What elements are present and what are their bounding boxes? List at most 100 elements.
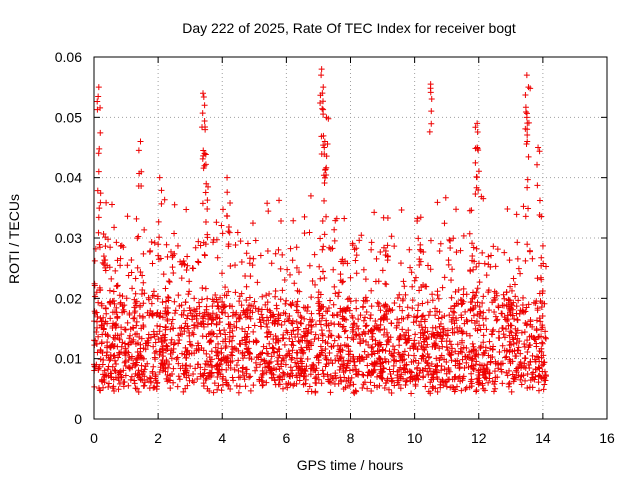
data-point bbox=[178, 324, 185, 331]
data-point bbox=[535, 387, 542, 394]
data-point bbox=[331, 226, 338, 233]
data-point bbox=[252, 237, 259, 244]
data-point bbox=[168, 355, 175, 362]
data-point bbox=[403, 377, 410, 384]
data-point bbox=[94, 349, 101, 356]
data-point bbox=[325, 376, 332, 383]
data-point bbox=[121, 379, 128, 386]
data-point bbox=[522, 213, 529, 220]
data-point bbox=[203, 375, 210, 382]
x-tick-label: 10 bbox=[407, 430, 423, 446]
data-point bbox=[482, 370, 489, 377]
data-point bbox=[96, 241, 103, 248]
data-point bbox=[230, 377, 237, 384]
data-point bbox=[522, 257, 529, 264]
data-point bbox=[258, 350, 265, 357]
data-point bbox=[416, 322, 423, 329]
data-point bbox=[217, 361, 224, 368]
data-point bbox=[285, 348, 292, 355]
data-point bbox=[243, 339, 250, 346]
data-point bbox=[456, 364, 463, 371]
data-point bbox=[509, 334, 516, 341]
data-point bbox=[125, 382, 132, 389]
data-point bbox=[536, 315, 543, 322]
data-point bbox=[159, 332, 166, 339]
data-point bbox=[280, 334, 287, 341]
data-point bbox=[409, 376, 416, 383]
data-point bbox=[469, 362, 476, 369]
data-point bbox=[394, 374, 401, 381]
data-point bbox=[474, 129, 481, 136]
data-point bbox=[162, 310, 169, 317]
data-point bbox=[233, 382, 240, 389]
data-point bbox=[164, 378, 171, 385]
data-point bbox=[323, 213, 330, 220]
data-point bbox=[463, 344, 470, 351]
data-point bbox=[98, 302, 105, 309]
data-point bbox=[515, 347, 522, 354]
data-point bbox=[372, 337, 379, 344]
data-point bbox=[200, 372, 207, 379]
data-point bbox=[246, 302, 253, 309]
data-point bbox=[142, 340, 149, 347]
data-point bbox=[325, 305, 332, 312]
data-point bbox=[529, 384, 536, 391]
data-point bbox=[317, 321, 324, 328]
data-point bbox=[212, 344, 219, 351]
data-point bbox=[485, 289, 492, 296]
data-point bbox=[106, 287, 113, 294]
data-point bbox=[196, 303, 203, 310]
data-point bbox=[125, 341, 132, 348]
data-point bbox=[397, 385, 404, 392]
data-point bbox=[95, 168, 102, 175]
data-point bbox=[246, 294, 253, 301]
data-point bbox=[321, 274, 328, 281]
data-point bbox=[315, 353, 322, 360]
data-point bbox=[276, 197, 283, 204]
data-point bbox=[263, 292, 270, 299]
data-point bbox=[361, 348, 368, 355]
data-point bbox=[237, 341, 244, 348]
data-point bbox=[200, 90, 207, 97]
data-point bbox=[446, 338, 453, 345]
data-point bbox=[160, 353, 167, 360]
data-point bbox=[416, 287, 423, 294]
data-point bbox=[96, 205, 103, 212]
data-point bbox=[252, 359, 259, 366]
data-point bbox=[260, 343, 267, 350]
data-point bbox=[306, 383, 313, 390]
data-point bbox=[394, 316, 401, 323]
data-point bbox=[395, 319, 402, 326]
data-point bbox=[167, 385, 174, 392]
data-point bbox=[350, 321, 357, 328]
data-point bbox=[227, 364, 234, 371]
data-point bbox=[204, 385, 211, 392]
data-point bbox=[347, 348, 354, 355]
data-point bbox=[241, 376, 248, 383]
data-point bbox=[466, 207, 473, 214]
data-point bbox=[124, 213, 131, 220]
data-point bbox=[253, 339, 260, 346]
data-point bbox=[98, 377, 105, 384]
data-point bbox=[301, 230, 308, 237]
data-point bbox=[340, 386, 347, 393]
data-point bbox=[435, 315, 442, 322]
data-point bbox=[192, 244, 199, 251]
data-point bbox=[111, 322, 118, 329]
data-point bbox=[494, 316, 501, 323]
data-point bbox=[229, 312, 236, 319]
data-point bbox=[303, 338, 310, 345]
data-point bbox=[526, 247, 533, 254]
data-point bbox=[449, 266, 456, 273]
data-point bbox=[368, 333, 375, 340]
data-point bbox=[477, 344, 484, 351]
x-tick-label: 6 bbox=[282, 430, 290, 446]
data-point bbox=[255, 308, 262, 315]
data-point bbox=[480, 309, 487, 316]
data-point bbox=[160, 271, 167, 278]
data-point bbox=[169, 264, 176, 271]
data-point bbox=[135, 183, 142, 190]
data-point bbox=[183, 355, 190, 362]
data-point bbox=[119, 339, 126, 346]
data-point bbox=[518, 329, 525, 336]
